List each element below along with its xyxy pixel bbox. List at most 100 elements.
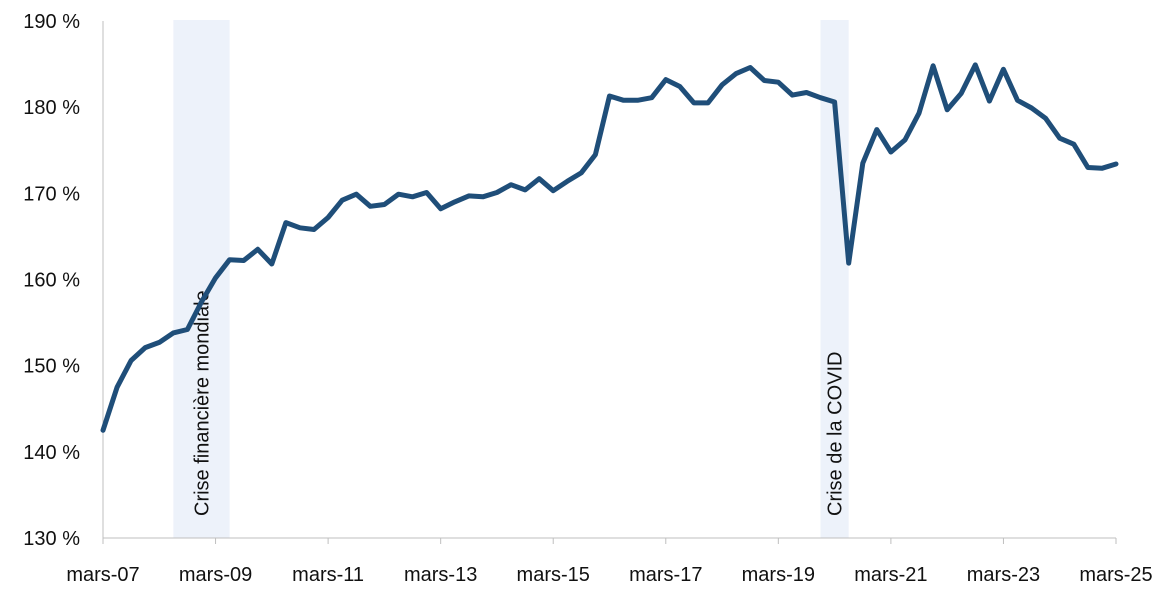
data-point [283, 220, 288, 225]
data-point [115, 385, 120, 390]
data-point [720, 82, 725, 87]
data-point [677, 84, 682, 89]
data-point [523, 187, 528, 192]
data-point [987, 99, 992, 104]
axes [102, 21, 1116, 539]
data-point [762, 78, 767, 83]
data-point [790, 93, 795, 98]
data-point [579, 170, 584, 175]
data-point [1114, 162, 1119, 167]
data-point [649, 95, 654, 100]
data-point [410, 194, 415, 199]
data-point [452, 199, 457, 204]
data-point [255, 247, 260, 252]
data-point [593, 152, 598, 157]
x-tick-label: mars-17 [629, 564, 702, 586]
data-point [1071, 142, 1076, 147]
data-point [185, 327, 190, 332]
data-point [945, 107, 950, 112]
data-point [101, 428, 106, 433]
data-point [129, 358, 134, 363]
data-point [480, 194, 485, 199]
data-point [931, 63, 936, 68]
data-point [1001, 67, 1006, 72]
x-tick-label: mars-23 [967, 564, 1040, 586]
data-point [748, 65, 753, 70]
data-point [368, 204, 373, 209]
series-line-0 [100, 62, 1119, 433]
data-point [1099, 166, 1104, 171]
data-point [1043, 116, 1048, 121]
x-tick-label: mars-11 [292, 564, 364, 586]
data-point [227, 257, 232, 262]
data-point [382, 202, 387, 207]
data-point [607, 94, 612, 99]
data-point [551, 188, 556, 193]
data-point [1029, 106, 1034, 111]
data-point [635, 98, 640, 103]
data-point [818, 95, 823, 100]
y-tick-label: 130 % [23, 528, 80, 550]
y-tick-label: 170 % [23, 183, 80, 205]
data-point [354, 192, 359, 197]
data-point [466, 193, 471, 198]
data-point [438, 206, 443, 211]
data-point [973, 62, 978, 67]
x-tick-label: mars-19 [742, 564, 815, 586]
crisis-band-label-1: Crise de la COVID [825, 352, 847, 517]
data-point [157, 340, 162, 345]
data-point [171, 330, 176, 335]
data-point [537, 176, 542, 181]
x-axis-ticks: mars-07 mars-09 mars-11 mars-13 mars-15 mars-… [66, 538, 1153, 586]
x-tick-label: mars-13 [404, 564, 477, 586]
crisis-band-label-0: Crise financière mondiale [191, 290, 213, 516]
x-tick-label: mars-15 [517, 564, 590, 586]
data-point [832, 100, 837, 105]
y-tick-label: 180 % [23, 97, 80, 119]
data-point [1015, 98, 1020, 103]
data-point [509, 182, 514, 187]
data-point [241, 258, 246, 263]
data-point [312, 227, 317, 232]
data-point [706, 100, 711, 105]
x-tick-label: mars-07 [66, 564, 139, 586]
data-point [860, 161, 865, 166]
data-point [959, 91, 964, 96]
crisis-band-labels: Crise financière mondiale Crise de la COV… [191, 290, 846, 516]
data-point [663, 77, 668, 82]
y-tick-label: 190 % [23, 11, 80, 33]
data-point [199, 299, 204, 304]
data-point [846, 261, 851, 266]
data-point [734, 71, 739, 76]
crisis-band-0 [173, 20, 230, 538]
data-point [804, 90, 809, 95]
data-point [143, 345, 148, 350]
series-layer [100, 62, 1119, 433]
data-point [691, 100, 696, 105]
data-point [1085, 165, 1090, 170]
data-point [269, 262, 274, 267]
x-tick-label: mars-21 [854, 564, 927, 586]
data-point [874, 127, 879, 132]
x-tick-label: mars-09 [179, 564, 252, 586]
data-point [396, 192, 401, 197]
y-tick-label: 160 % [23, 270, 80, 292]
x-tick-label: mars-25 [1079, 564, 1152, 586]
crisis-bands [173, 20, 849, 538]
data-point [326, 215, 331, 220]
y-axis-ticks: 130 % 140 % 150 % 160 % 170 % 180 % 190 % [23, 11, 80, 550]
data-point [776, 80, 781, 85]
data-point [903, 137, 908, 142]
data-point [1057, 136, 1062, 141]
data-point [340, 198, 345, 203]
data-point [565, 179, 570, 184]
series-points-0 [101, 62, 1119, 432]
data-point [213, 275, 218, 280]
data-point [494, 190, 499, 195]
data-point [621, 98, 626, 103]
data-point [298, 225, 303, 230]
data-point [917, 111, 922, 116]
y-tick-label: 140 % [23, 442, 80, 464]
data-point [888, 150, 893, 155]
